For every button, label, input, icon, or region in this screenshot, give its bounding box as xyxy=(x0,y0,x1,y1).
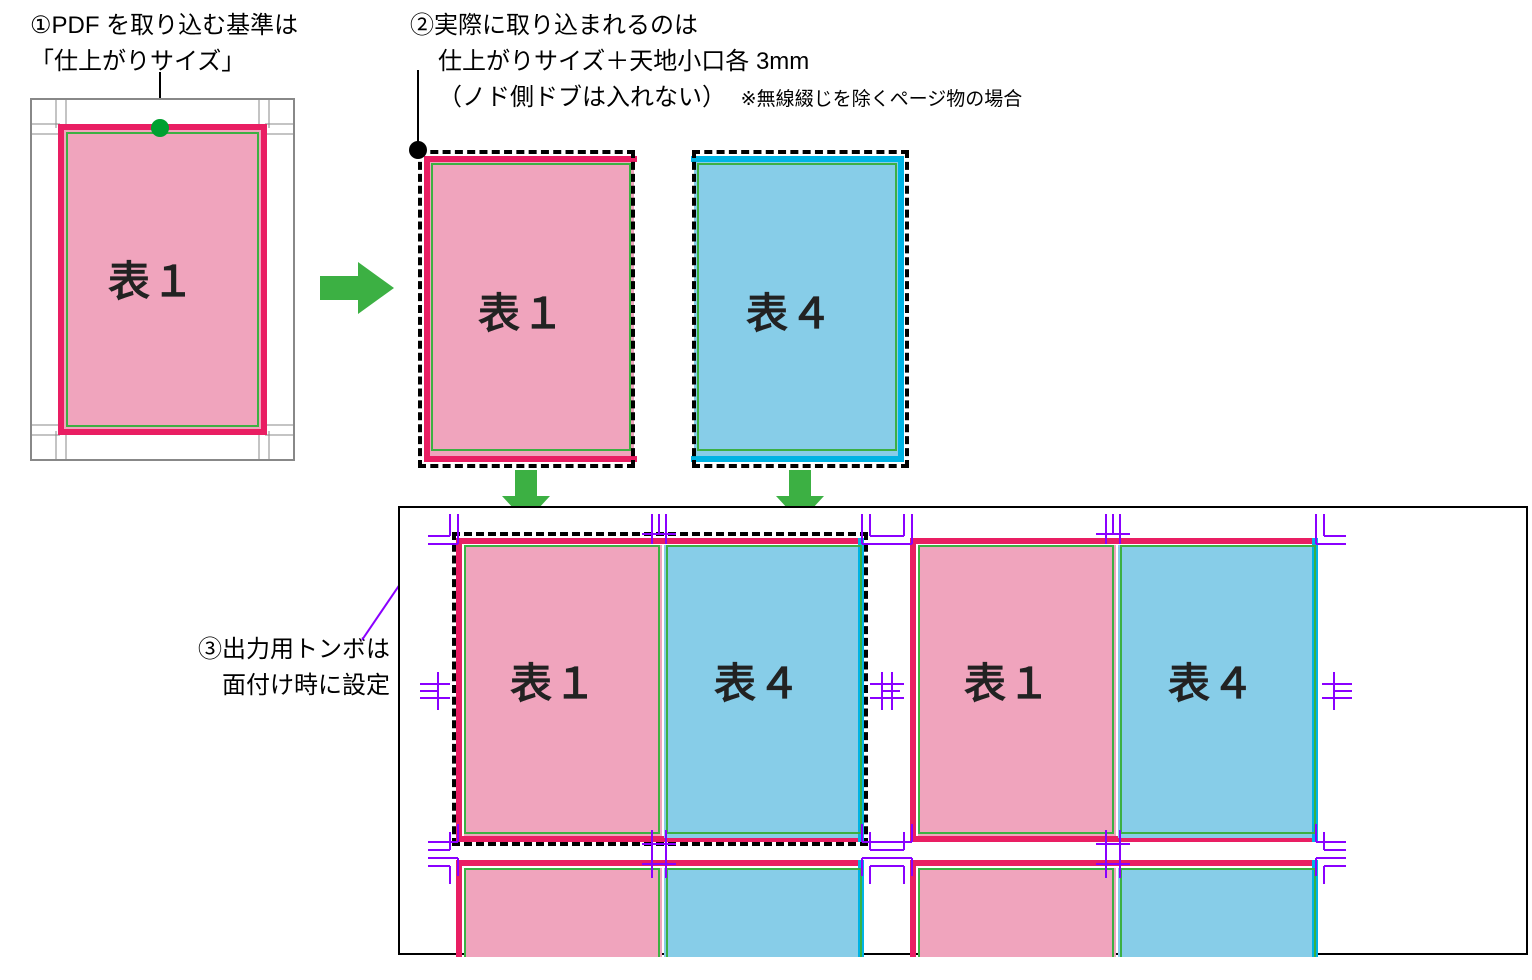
tombo-bc2 xyxy=(1096,830,1146,880)
note3-line2: 面付け時に設定 xyxy=(140,668,390,704)
tombo-tc2 xyxy=(1096,514,1146,550)
tombo-tl1 xyxy=(428,514,478,564)
imp2-label-r: 表４ xyxy=(1168,650,1256,711)
note2-line3: （ノド側ドブは入れない） ※無線綴じを除くページ物の場合 xyxy=(438,80,1022,116)
note2-text1: ②実際に取り込まれるのは xyxy=(410,12,698,39)
note1-text1: ①PDF を取り込む基準は xyxy=(30,12,298,39)
tombo-bl2 xyxy=(882,824,932,884)
source-label-text: 表１ xyxy=(108,258,196,305)
tombo-bl1 xyxy=(428,824,478,884)
tombo-tr2 xyxy=(1296,514,1346,564)
imp1-dashed xyxy=(452,532,868,846)
imp2-m-l xyxy=(910,538,916,842)
note1-line2: 「仕上がりサイズ」 xyxy=(30,44,245,80)
note3-line1: ③出力用トンボは xyxy=(140,632,390,668)
imp2-label-l-text: 表１ xyxy=(964,660,1052,707)
tombo-mr2 xyxy=(1316,672,1352,712)
src-m-b xyxy=(58,429,267,435)
note1-line1: ①PDF を取り込む基準は xyxy=(30,8,298,44)
note2-text2: 仕上がりサイズ＋天地小口各 3mm xyxy=(438,48,809,75)
note1-text2: 「仕上がりサイズ」 xyxy=(30,48,245,75)
imp4-green-r xyxy=(1120,868,1316,957)
mid1-label: 表１ xyxy=(478,280,566,341)
tombo-ml1 xyxy=(420,672,456,712)
imp4-green-l xyxy=(918,868,1114,957)
mid4-label: 表４ xyxy=(746,280,834,341)
point1-circle xyxy=(151,119,169,137)
tombo-ml2 xyxy=(874,672,910,712)
point2-circle xyxy=(409,141,427,159)
imp2-label-l: 表１ xyxy=(964,650,1052,711)
tombo-bc1 xyxy=(642,830,692,980)
note3-text2: 面付け時に設定 xyxy=(222,672,390,699)
note2-small: ※無線綴じを除くページ物の場合 xyxy=(741,89,1023,110)
imp2-label-r-text: 表４ xyxy=(1168,660,1256,707)
note2-text3: （ノド側ドブは入れない） xyxy=(438,84,726,111)
arrow-1 xyxy=(320,258,398,318)
src-m-r xyxy=(261,124,267,435)
mid4-label-text: 表４ xyxy=(746,290,834,337)
tombo-br2 xyxy=(1296,824,1346,884)
note2-line1: ②実際に取り込まれるのは xyxy=(410,8,698,44)
tombo-tl2 xyxy=(882,514,932,564)
src-m-l xyxy=(58,124,64,435)
imp3-green-r xyxy=(666,868,862,957)
mid1-label-text: 表１ xyxy=(478,290,566,337)
source-label: 表１ xyxy=(108,248,196,309)
note2-line2: 仕上がりサイズ＋天地小口各 3mm xyxy=(438,44,809,80)
imp3-green-l xyxy=(464,868,660,957)
tombo-tc1 xyxy=(642,514,692,550)
